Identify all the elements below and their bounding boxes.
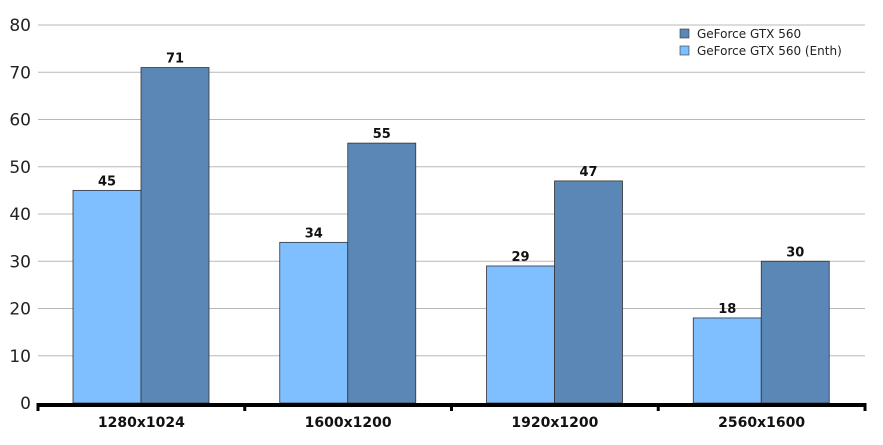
- bar: [486, 265, 555, 404]
- x-tick-label: 1280x1024: [98, 415, 185, 431]
- bar: [279, 241, 349, 404]
- legend-swatch: [679, 28, 690, 39]
- y-tick-label: 70: [9, 63, 31, 83]
- y-tick-label: 80: [9, 16, 31, 36]
- data-label: 71: [166, 52, 184, 67]
- data-label: 34: [305, 226, 323, 241]
- legend-swatch: [679, 45, 690, 56]
- y-tick-label: 30: [9, 252, 31, 272]
- bar: [554, 180, 623, 404]
- data-label: 18: [718, 302, 736, 317]
- bar: [140, 67, 210, 404]
- y-tick-label: 0: [20, 394, 31, 414]
- x-tick-label: 1920x1200: [511, 415, 598, 431]
- y-tick-label: 40: [9, 205, 31, 225]
- bar: [72, 189, 142, 404]
- bar: [692, 317, 762, 404]
- bar: [347, 142, 417, 404]
- data-label: 45: [98, 174, 116, 189]
- legend-label: GeForce GTX 560: [697, 27, 801, 41]
- x-tick-label: 1600x1200: [305, 415, 392, 431]
- legend-label: GeForce GTX 560 (Enth): [697, 44, 842, 58]
- data-label: 30: [786, 245, 804, 260]
- x-tick-label: 2560x1600: [718, 415, 805, 431]
- data-label: 29: [511, 250, 529, 265]
- y-tick-label: 60: [9, 111, 31, 131]
- y-tick-label: 20: [9, 300, 31, 320]
- data-label: 55: [373, 127, 391, 142]
- y-tick-label: 10: [9, 347, 31, 367]
- y-tick-label: 50: [9, 158, 31, 178]
- data-label: 47: [579, 165, 597, 180]
- bar: [760, 260, 830, 404]
